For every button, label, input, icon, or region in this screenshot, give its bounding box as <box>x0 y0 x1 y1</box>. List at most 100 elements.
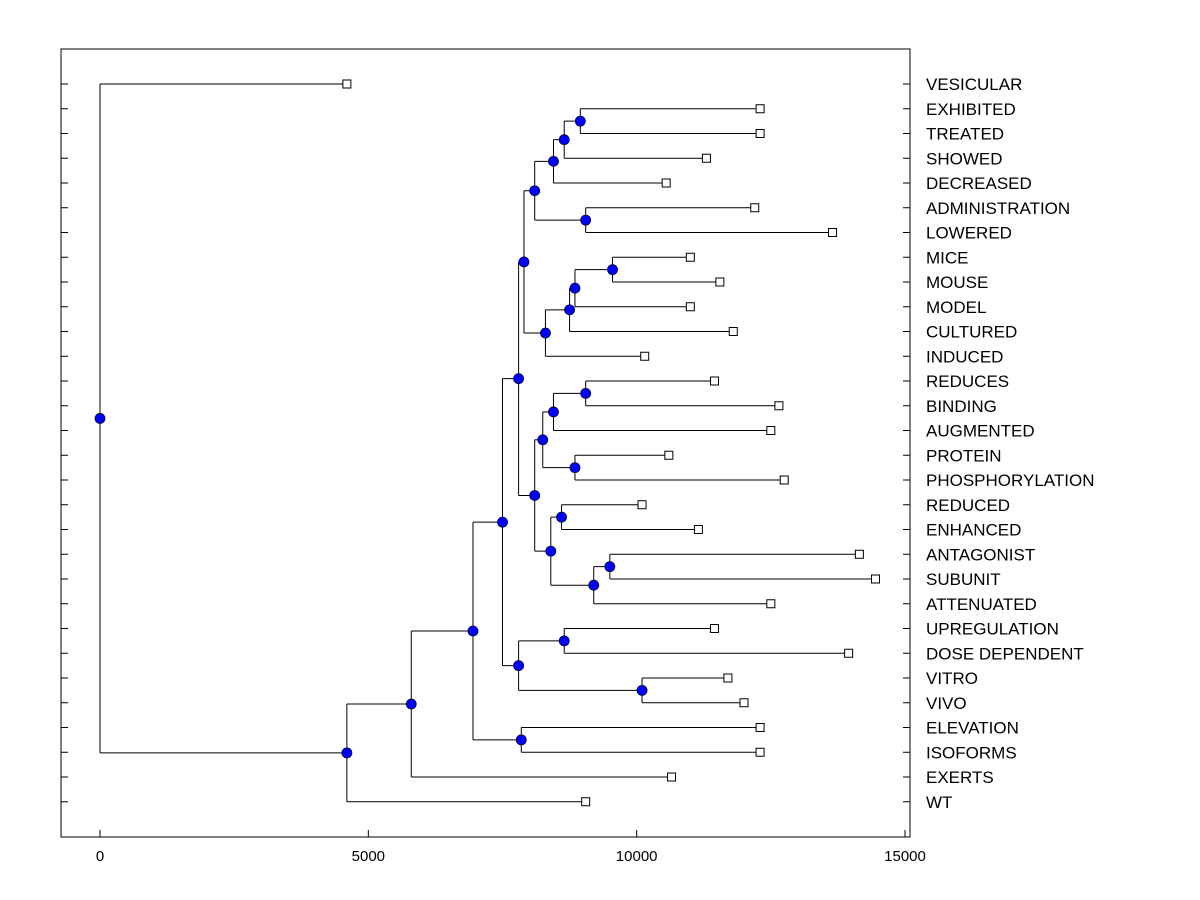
merge-node <box>497 516 508 528</box>
leaf-marker <box>723 673 733 683</box>
leaf-label: ELEVATION <box>926 719 1019 738</box>
leaf-label: AUGMENTED <box>926 422 1035 441</box>
leaf-marker <box>779 475 789 485</box>
leaf-marker <box>661 178 671 188</box>
leaf-label: WT <box>926 793 952 812</box>
leaf-marker <box>739 698 749 708</box>
leaf-label: MODEL <box>926 298 986 317</box>
merge-node <box>569 282 581 294</box>
leaf-marker <box>715 277 725 287</box>
merge-node <box>604 561 616 573</box>
right-axis-ticks <box>903 83 910 803</box>
merge-node <box>564 304 575 316</box>
leaf-marker <box>854 549 864 559</box>
merge-node <box>545 545 557 557</box>
x-tick-label: 5000 <box>352 848 385 865</box>
leaf-label: MOUSE <box>926 273 988 292</box>
leaf-marker <box>728 327 738 336</box>
leaf-label: CULTURED <box>926 323 1017 342</box>
leaf-marker <box>828 228 838 237</box>
merge-node <box>529 490 541 501</box>
dendrogram-edges <box>99 83 876 803</box>
merge-node <box>574 115 586 127</box>
merge-node <box>540 327 551 339</box>
merge-node <box>515 734 527 746</box>
leaf-marker <box>755 104 765 114</box>
leaf-marker <box>581 797 591 807</box>
leaf-label: ENHANCED <box>926 521 1021 540</box>
leaf-label: ANTAGONIST <box>926 545 1035 564</box>
merge-node <box>580 387 592 399</box>
leaf-label: LOWERED <box>926 224 1012 243</box>
leaf-marker <box>667 772 677 782</box>
merge-node <box>558 134 570 146</box>
leaf-marker <box>870 574 880 584</box>
leaf-marker <box>640 351 650 361</box>
leaf-marker <box>709 376 719 386</box>
plot-frame <box>60 48 911 838</box>
merge-node <box>94 413 106 424</box>
leaf-label: PHOSPHORYLATION <box>926 471 1094 490</box>
merge-node <box>548 155 559 167</box>
x-tick-label: 10000 <box>616 848 658 865</box>
leaf-marker <box>685 302 695 312</box>
leaf-marker <box>766 599 776 609</box>
merge-node <box>569 462 581 474</box>
leaf-marker <box>685 252 695 262</box>
leaf-label: VESICULAR <box>926 75 1022 94</box>
merge-nodes <box>94 115 648 759</box>
merge-node <box>518 256 530 268</box>
leaf-label: UPREGULATION <box>926 620 1059 639</box>
leaf-label: INDUCED <box>926 347 1003 366</box>
merge-node <box>556 511 567 523</box>
leaf-marker <box>709 624 719 633</box>
x-axis-ticks: 0 5000 10000 15000 <box>96 830 926 865</box>
leaf-label: SHOWED <box>926 149 1003 168</box>
x-tick-label: 15000 <box>884 848 926 865</box>
leaf-label: BINDING <box>926 397 997 416</box>
merge-node <box>467 625 479 637</box>
leaf-label: PROTEIN <box>926 446 1002 465</box>
merge-node <box>529 185 541 197</box>
leaf-marker <box>774 401 784 411</box>
leaf-marker <box>693 525 703 534</box>
leaf-marker <box>755 129 765 138</box>
leaf-markers <box>342 79 880 807</box>
leaf-labels: VESICULAR EXHIBITED TREATED SHOWED DECREASED… <box>926 75 1094 812</box>
leaf-marker <box>766 426 776 435</box>
leaf-label: ATTENUATED <box>926 595 1037 614</box>
leaf-label: EXERTS <box>926 768 994 787</box>
leaf-marker <box>342 79 352 89</box>
leaf-label: TREATED <box>926 125 1004 144</box>
leaf-marker <box>755 723 765 732</box>
merge-node <box>537 434 549 446</box>
leaf-label: DOSE DEPENDENT <box>926 644 1084 663</box>
merge-node <box>588 579 600 591</box>
leaf-marker <box>637 500 647 510</box>
leaf-label: EXHIBITED <box>926 100 1016 119</box>
merge-node <box>548 406 559 418</box>
leaf-label: ISOFORMS <box>926 743 1017 762</box>
merge-node <box>405 698 417 710</box>
merge-node <box>607 264 618 276</box>
leaf-label: SUBUNIT <box>926 570 1001 589</box>
leaf-label: VIVO <box>926 694 967 713</box>
merge-node <box>558 635 570 647</box>
leaf-marker <box>750 203 760 213</box>
leaf-label: MICE <box>926 248 969 267</box>
leaf-label: ADMINISTRATION <box>926 199 1070 218</box>
x-tick-label: 0 <box>96 848 104 865</box>
merge-node <box>341 747 353 759</box>
leaf-label: VITRO <box>926 669 978 688</box>
leaf-marker <box>844 648 854 658</box>
leaf-marker <box>701 153 711 163</box>
merge-node <box>513 373 524 385</box>
leaf-marker <box>755 747 765 757</box>
leaf-label: REDUCED <box>926 496 1010 515</box>
leaf-marker <box>664 450 674 460</box>
merge-node <box>580 214 592 226</box>
merge-node <box>636 684 648 696</box>
leaf-label: DECREASED <box>926 174 1032 193</box>
left-axis-ticks <box>61 83 68 803</box>
